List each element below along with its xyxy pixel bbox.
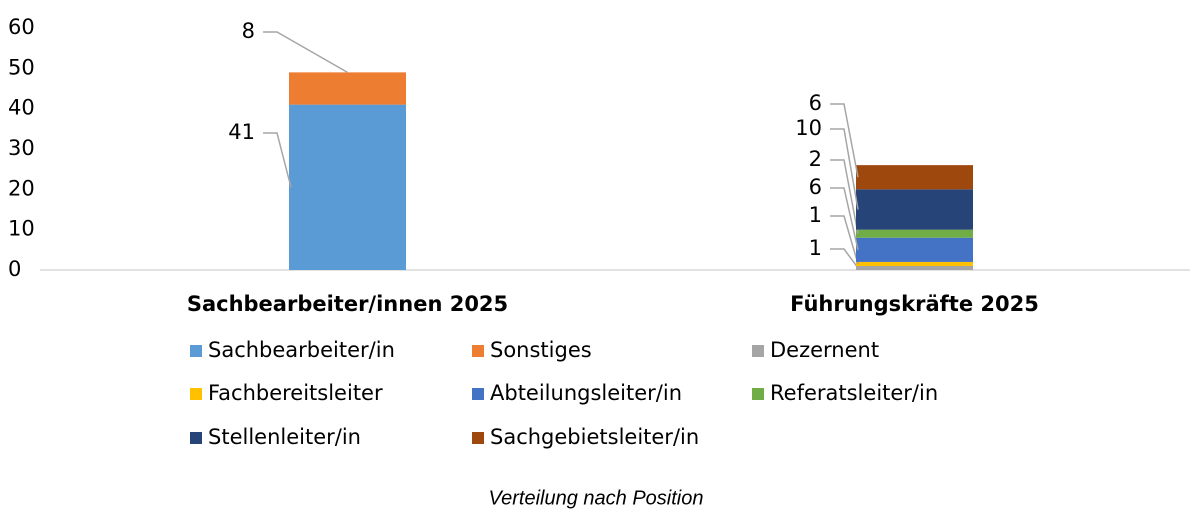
legend-label: Fachbereitsleiter: [208, 381, 383, 405]
legend-label: Referatsleiter/in: [770, 381, 938, 405]
bar-segment: [856, 165, 973, 190]
y-tick-label: 50: [8, 55, 35, 79]
caption: Verteilung nach Position: [489, 487, 704, 509]
x-tick-label: Sachbearbeiter/innen 2025: [187, 292, 508, 316]
leader-line: [830, 248, 859, 269]
data-label: 6: [809, 91, 822, 115]
leader-line: [830, 187, 859, 250]
data-label: 10: [795, 116, 822, 140]
y-tick-label: 20: [8, 176, 35, 200]
x-tick-label: Führungskräfte 2025: [790, 292, 1039, 316]
leader-line: [830, 159, 859, 234]
legend-label: Stellenleiter/in: [208, 425, 361, 449]
leader-line: [263, 31, 348, 74]
legend-label: Dezernent: [770, 338, 879, 362]
data-label: 2: [809, 147, 822, 171]
bar-segment: [856, 265, 973, 270]
data-label: 6: [809, 175, 822, 199]
legend-swatch: [472, 432, 484, 444]
bar-segment: [856, 261, 973, 266]
bar-segment: [289, 104, 406, 270]
legend-swatch: [190, 388, 202, 400]
legend-swatch: [472, 345, 484, 357]
y-tick-label: 40: [8, 96, 35, 120]
legend-swatch: [190, 432, 202, 444]
leader-line: [830, 103, 859, 178]
data-label: 41: [228, 120, 255, 144]
y-tick-label: 0: [8, 257, 21, 281]
leader-line: [830, 215, 859, 265]
legend-label: Sonstiges: [490, 338, 592, 362]
data-label: 1: [809, 203, 822, 227]
data-label: 1: [809, 236, 822, 260]
bar-segment: [856, 189, 973, 230]
data-label: 8: [242, 19, 255, 43]
leader-line: [830, 128, 859, 210]
legend-swatch: [752, 345, 764, 357]
legend-swatch: [190, 345, 202, 357]
legend-swatch: [472, 388, 484, 400]
y-tick-label: 10: [8, 217, 35, 241]
bar-segment: [856, 229, 973, 238]
leader-line: [263, 132, 292, 188]
y-tick-label: 60: [8, 15, 35, 39]
legend-label: Sachbearbeiter/in: [208, 338, 395, 362]
bar-segment: [289, 72, 406, 105]
legend-label: Abteilungsleiter/in: [490, 381, 682, 405]
bar-segment: [856, 237, 973, 262]
legend-label: Sachgebietsleiter/in: [490, 425, 699, 449]
y-tick-label: 30: [8, 136, 35, 160]
legend-swatch: [752, 388, 764, 400]
